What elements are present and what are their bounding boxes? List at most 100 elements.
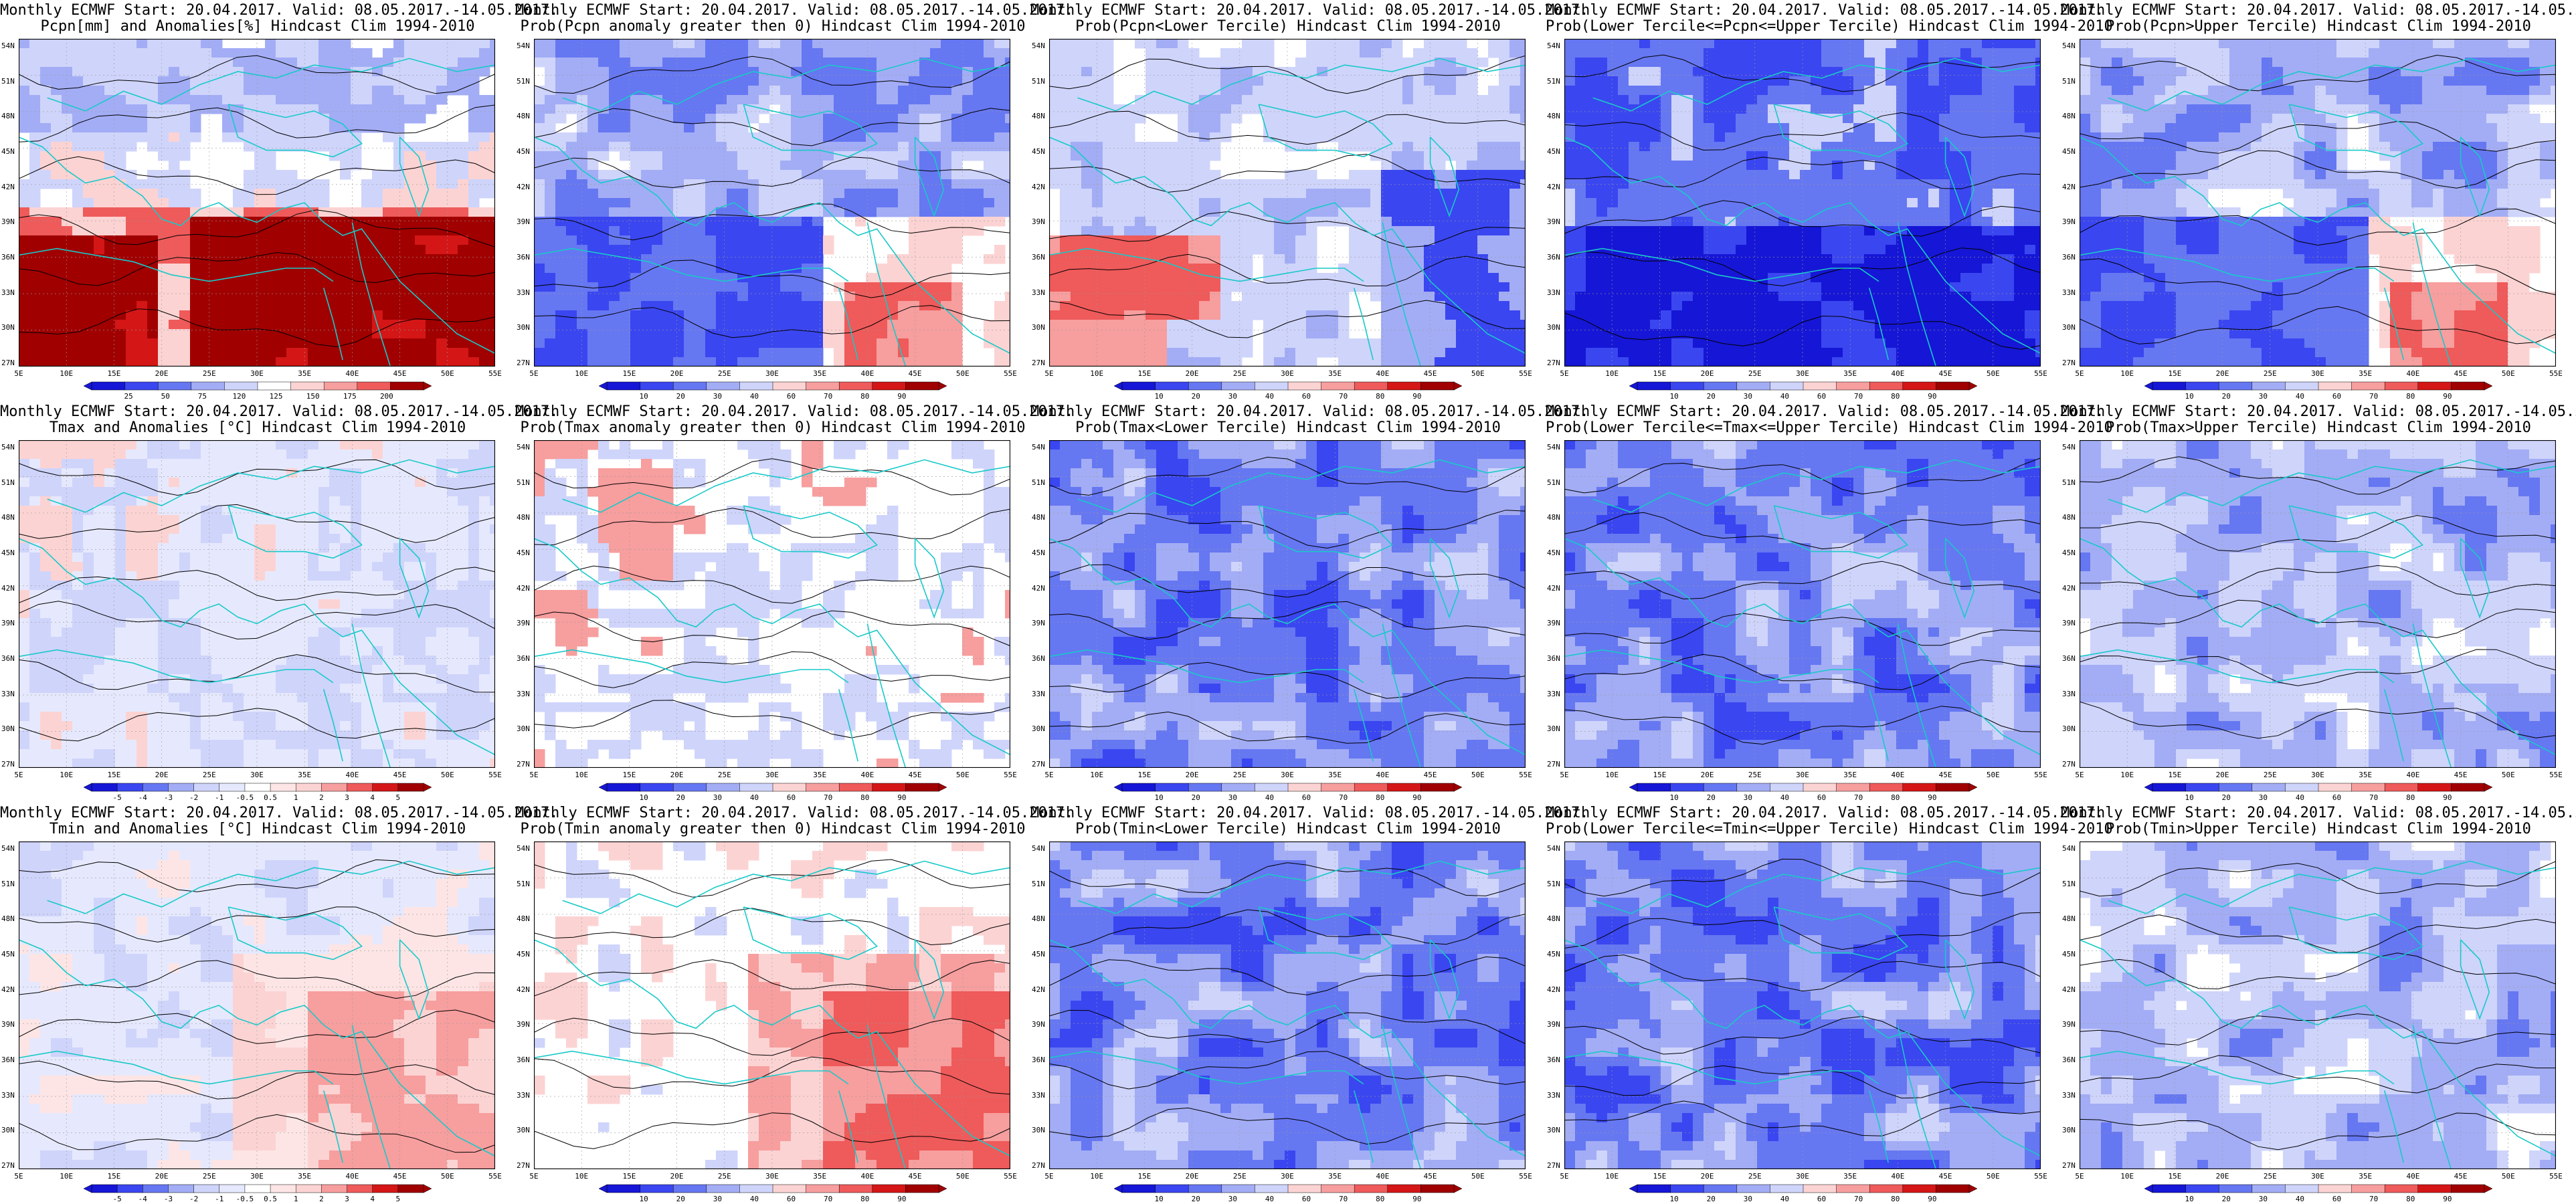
colorbar-tick-label: 30 — [713, 793, 722, 802]
colorbar-tick-label: 40 — [750, 793, 759, 802]
contour-lines — [534, 859, 1010, 1149]
colorbar-segment — [1670, 783, 1704, 792]
contour-lines — [1564, 858, 2041, 1136]
colorbar-segment — [168, 783, 195, 792]
colorbar-segment — [1321, 381, 1355, 391]
shaded-field — [2080, 440, 2556, 768]
map-panel: Monthly ECMWF Start: 20.04.2017. Valid: … — [515, 0, 1073, 401]
coastlines — [1564, 58, 2041, 367]
longitude-label: 40E — [2406, 1172, 2419, 1181]
latitude-label: 45N — [1547, 548, 1560, 557]
longitude-label: 35E — [298, 771, 311, 779]
colorbar-tick-label: 60 — [2332, 1195, 2341, 1203]
shaded-field — [1564, 841, 2041, 1169]
latitude-label: 51N — [1547, 478, 1560, 487]
colorbar-segment — [397, 783, 424, 792]
colorbar-segment — [1637, 1184, 1671, 1193]
longitude-label: 15E — [1653, 369, 1666, 378]
latitude-label: 54N — [1, 844, 15, 853]
latitude-label: 48N — [2062, 112, 2076, 120]
colorbar-tick-label: 60 — [1302, 793, 1311, 802]
latitude-label: 42N — [517, 985, 530, 994]
latitude-label: 39N — [1547, 1020, 1560, 1029]
colorbar-tick-label: 60 — [1302, 392, 1311, 401]
colorbar-segment — [905, 1184, 939, 1193]
longitude-label: 35E — [1843, 1172, 1857, 1181]
colorbar-segment — [672, 1184, 707, 1193]
latitude-label: 48N — [1032, 914, 1045, 923]
graticule — [2080, 39, 2556, 367]
colorbar-segment — [2285, 381, 2319, 391]
latitude-label: 39N — [2062, 1020, 2076, 1029]
longitude-label: 40E — [1891, 771, 1904, 779]
map-panel: Monthly ECMWF Start: 20.04.2017. Valid: … — [0, 803, 558, 1204]
colorbar — [599, 783, 947, 792]
latitude-label: 48N — [2062, 914, 2076, 923]
latitude-label: 45N — [2062, 950, 2076, 959]
colorbar-tick-label: 80 — [1376, 793, 1384, 802]
colorbar-tick-label: 40 — [1780, 392, 1789, 401]
colorbar-segment — [347, 1184, 373, 1193]
longitude-label: 20E — [1186, 771, 1199, 779]
colorbar-segment — [1936, 783, 1970, 792]
map-frame — [534, 440, 1010, 768]
colorbar-segment — [1736, 783, 1771, 792]
latitude-label: 33N — [2062, 690, 2076, 698]
contour-lines — [2080, 54, 2556, 344]
colorbar-segment — [2384, 783, 2419, 792]
latitude-label: 30N — [517, 323, 530, 332]
latitude-label: 51N — [1, 478, 15, 487]
longitude-label: 55E — [1519, 369, 1532, 378]
latitude-label: 36N — [517, 253, 530, 262]
longitude-label: 15E — [2168, 771, 2181, 779]
colorbar-segment — [1803, 1184, 1837, 1193]
colorbar-high-arrow — [1453, 1184, 1462, 1193]
colorbar-segment — [1803, 783, 1837, 792]
colorbar-segment — [323, 381, 358, 391]
latitude-label: 42N — [1032, 985, 1045, 994]
colorbar-tick-label: 10 — [1669, 392, 1678, 401]
colorbar-tick-label: 25 — [124, 392, 132, 401]
colorbar-tick-label: 40 — [1265, 793, 1274, 802]
colorbar-segment — [2251, 783, 2286, 792]
map-frame — [1564, 440, 2041, 768]
latitude-label: 54N — [2062, 844, 2076, 853]
latitude-label: 54N — [1, 443, 15, 452]
latitude-label: 45N — [1032, 950, 1045, 959]
colorbar-segment — [321, 1184, 348, 1193]
longitude-label: 55E — [1519, 771, 1532, 779]
latitude-label: 42N — [2062, 584, 2076, 593]
latitude-label: 33N — [517, 288, 530, 297]
coastlines — [2080, 860, 2556, 1169]
colorbar-tick-label: -1 — [215, 793, 223, 802]
colorbar-segment — [1902, 381, 1937, 391]
colorbar-tick-label: 90 — [1928, 1195, 1936, 1203]
latitude-label: 48N — [1547, 914, 1560, 923]
colorbar-tick-label: 3 — [345, 793, 349, 802]
colorbar-segment — [1221, 783, 1256, 792]
latitude-label: 51N — [1032, 880, 1045, 888]
colorbar-tick-label: 80 — [860, 1195, 869, 1203]
colorbar-segment — [872, 1184, 907, 1193]
latitude-label: 45N — [1547, 147, 1560, 156]
colorbar-tick-label: 30 — [1228, 1195, 1237, 1203]
longitude-label: 30E — [1796, 369, 1809, 378]
colorbar-tick-label: 40 — [750, 392, 759, 401]
panel-title-line2: Prob(Tmin anomaly greater then 0) Hindca… — [515, 821, 1030, 837]
latitude-label: 54N — [1032, 443, 1045, 452]
latitude-label: 45N — [517, 548, 530, 557]
colorbar — [1114, 1184, 1462, 1193]
colorbar-segment — [2285, 1184, 2319, 1193]
colorbar-segment — [372, 1184, 399, 1193]
colorbar-segment — [838, 783, 873, 792]
longitude-label: 5E — [14, 771, 23, 779]
latitude-label: 48N — [1032, 513, 1045, 522]
longitude-label: 55E — [2034, 1172, 2047, 1181]
colorbar-segment — [2318, 1184, 2353, 1193]
latitude-label: 27N — [1547, 760, 1560, 769]
longitude-label: 45E — [909, 771, 922, 779]
colorbar — [1114, 381, 1462, 391]
colorbar-segment — [1387, 1184, 1422, 1193]
map-frame — [2080, 841, 2556, 1169]
colorbar-tick-label: 60 — [787, 1195, 796, 1203]
